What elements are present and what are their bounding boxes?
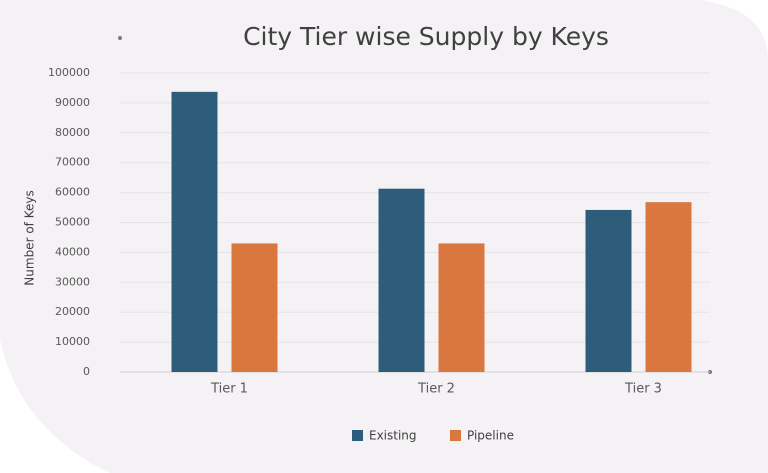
y-tick-label: 0 — [83, 365, 90, 378]
bar — [438, 243, 485, 372]
y-tick-label: 90000 — [55, 96, 90, 109]
legend-swatch — [450, 430, 461, 441]
x-tick-label: Tier 1 — [210, 382, 248, 397]
y-tick-label: 30000 — [55, 275, 90, 288]
legend-label: Existing — [369, 429, 417, 443]
y-tick-label: 50000 — [55, 216, 90, 229]
y-tick-label: 40000 — [55, 245, 90, 258]
bar — [171, 91, 218, 372]
x-tick-label: Tier 3 — [624, 382, 662, 397]
legend-swatch — [352, 430, 363, 441]
bar — [585, 209, 632, 372]
bar — [645, 202, 692, 372]
y-tick-label: 60000 — [55, 186, 90, 199]
y-tick-label: 80000 — [55, 126, 90, 139]
bar — [378, 188, 425, 372]
chart-title: City Tier wise Supply by Keys — [243, 22, 609, 51]
y-axis-title: Number of Keys — [23, 190, 37, 285]
x-tick-label: Tier 2 — [417, 382, 455, 397]
y-tick-label: 10000 — [55, 335, 90, 348]
y-tick-label: 100000 — [48, 66, 90, 79]
bar — [231, 243, 278, 372]
y-tick-label: 20000 — [55, 305, 90, 318]
legend-label: Pipeline — [467, 429, 514, 443]
y-tick-label: 70000 — [55, 156, 90, 169]
decor-dot — [118, 36, 122, 40]
